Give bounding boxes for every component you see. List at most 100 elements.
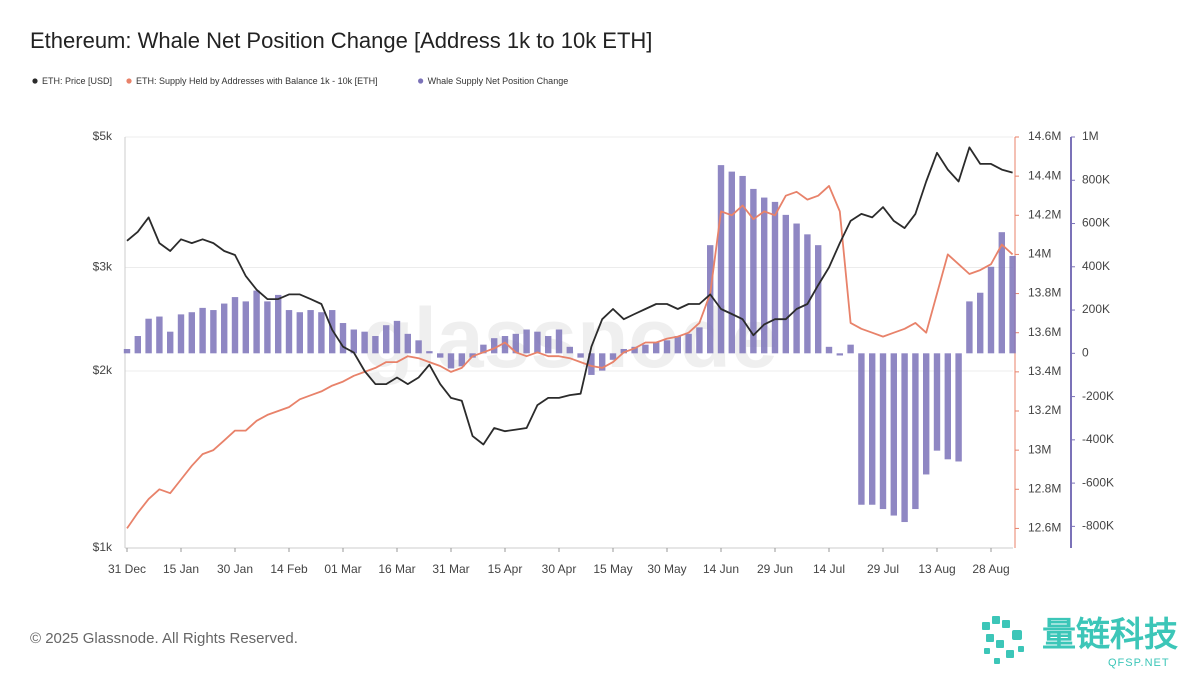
bar [231,297,239,354]
bar [199,307,206,354]
x-tick-label: 16 Mar [378,562,415,576]
legend: ETH: Price [USD] ETH: Supply Held by Addr… [32,76,568,86]
y2-tick-label: 12.8M [1028,481,1061,495]
bar [944,353,951,460]
bar [793,223,800,354]
y2-tick-label: 14.6M [1028,129,1061,143]
chart-title: Ethereum: Whale Net Position Change [Add… [30,28,652,53]
bar [750,188,757,354]
x-tick-label: 14 Jul [813,562,845,576]
bar [566,346,573,354]
bar [177,314,185,354]
bar [717,165,725,354]
legend-marker [126,78,132,84]
x-tick-label: 29 Jun [757,562,793,576]
bar [210,310,217,354]
x-tick-label: 14 Jun [703,562,739,576]
bar [264,301,271,354]
bar [588,353,595,375]
x-tick-label: 01 Mar [324,562,361,576]
bar [987,266,995,354]
bar [923,353,930,475]
logo-name: 量链科技 [1042,616,1178,654]
bar [836,353,843,356]
bar [480,344,487,354]
bar [275,294,282,354]
y3-tick-label: -800K [1082,519,1114,533]
bar [901,353,908,523]
bar [545,336,552,354]
y3-tick-label: 200K [1082,302,1110,316]
bar [933,353,941,451]
line [126,146,1013,446]
bar [188,312,195,354]
legend-marker [32,78,38,84]
bar [145,318,152,354]
x-tick-label: 15 Jan [163,562,199,576]
bar [761,197,768,354]
line [126,185,1014,529]
x-tick-label: 31 Mar [432,562,469,576]
bar [415,340,422,354]
bar [642,344,649,354]
bar [339,323,347,354]
y-tick-label: $5k [93,129,113,143]
bar [847,344,854,354]
bar [404,333,411,354]
bar [555,329,563,354]
y2-tick-label: 13.8M [1028,286,1061,300]
bar [501,336,509,354]
bar [879,353,887,510]
bar [1009,255,1016,354]
bar [977,292,984,354]
bar [458,353,465,367]
bar [534,331,541,354]
bar [804,234,811,354]
logo-site: QFSP.NET [1108,657,1170,669]
bar [966,301,973,354]
bar [869,353,876,505]
bar [858,353,865,505]
bar [167,331,174,354]
legend-label: Whale Supply Net Position Change [428,76,569,86]
x-tick-label: 29 Jul [867,562,899,576]
y2-tick-label: 13.6M [1028,325,1061,339]
x-tick-label: 30 Jan [217,562,253,576]
bar [998,232,1005,354]
y2-tick-label: 14.4M [1028,168,1061,182]
y3-tick-label: -600K [1082,475,1114,489]
bar [393,320,401,354]
bar [285,310,293,354]
bar [361,331,368,354]
bar [577,353,584,358]
bar [815,245,822,354]
bar [156,316,163,354]
bar [653,342,660,354]
bar [296,312,303,354]
bar [631,346,638,354]
y3-tick-label: 1M [1082,129,1099,143]
bar [134,336,141,354]
y2-tick-label: 14.2M [1028,207,1061,221]
bar [620,348,627,354]
bar [728,171,735,354]
bar [242,301,249,354]
bar [491,338,498,354]
y3-tick-label: 400K [1082,259,1110,273]
bar [350,329,357,354]
legend-label: ETH: Price [USD] [42,76,112,86]
bar [912,353,919,510]
y3-tick-label: 0 [1082,345,1089,359]
bar [825,346,833,354]
bar [437,353,444,358]
y3-tick-label: 600K [1082,216,1110,230]
bar [707,245,714,354]
logo-icon [982,616,1024,664]
x-tick-label: 31 Dec [108,562,146,576]
bar [739,175,746,354]
y2-tick-label: 13M [1028,442,1051,456]
x-tick-label: 30 Apr [542,562,577,576]
logo: 量链科技 QFSP.NET [982,616,1178,669]
